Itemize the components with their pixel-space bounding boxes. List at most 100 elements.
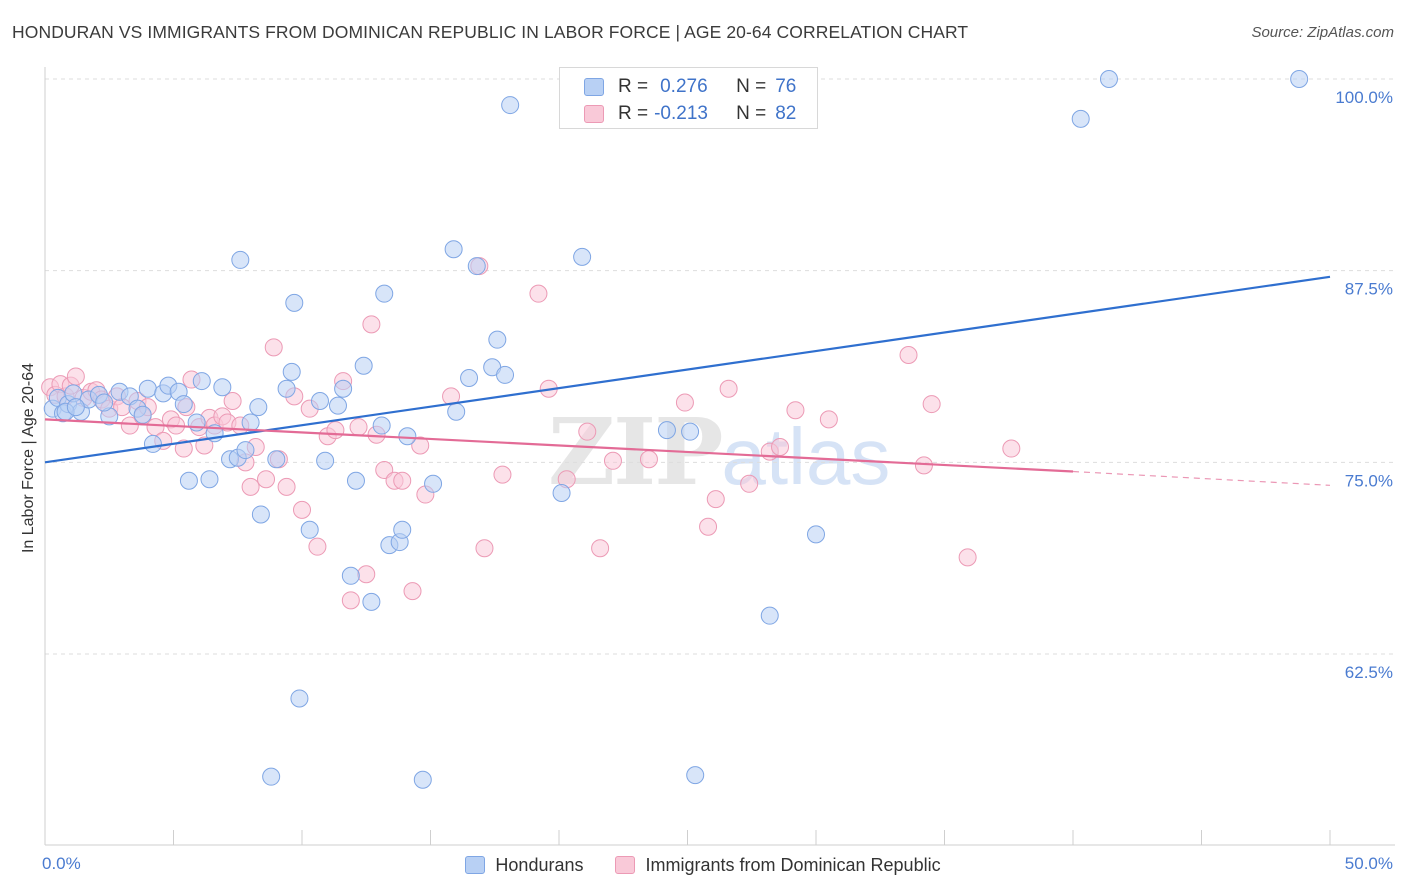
honduran-point-12	[138, 379, 157, 398]
honduran-point-75	[66, 398, 85, 417]
honduran-point-45	[362, 592, 381, 611]
honduran-point-73	[95, 393, 114, 412]
dominican-point-38	[277, 477, 296, 496]
honduran-point-54	[444, 240, 463, 259]
legend-item-dominican: Immigrants from Dominican Republic	[615, 854, 941, 876]
hondurans-legend-label: Hondurans	[495, 854, 584, 875]
honduran-point-71	[1290, 70, 1309, 88]
dominican-point-75	[786, 401, 805, 420]
honduran-point-70	[1099, 70, 1118, 88]
honduran-point-34	[282, 362, 301, 381]
honduran-point-37	[300, 520, 319, 539]
honduran-point-62	[552, 484, 571, 502]
honduran-point-59	[488, 330, 507, 349]
honduran-point-31	[262, 767, 281, 786]
dominican-point-71	[719, 379, 738, 398]
dominican-point-55	[411, 436, 430, 455]
honduran-point-35	[285, 293, 304, 312]
dominican-point-35	[257, 470, 276, 489]
honduran-point-41	[334, 379, 353, 398]
honduran-point-43	[346, 471, 365, 490]
honduran-point-65	[681, 422, 700, 441]
y-tick-label-0: 62.5%	[1345, 663, 1393, 682]
dominican-point-59	[475, 539, 494, 558]
dominican-legend-swatch	[615, 856, 636, 874]
dominican-point-21	[174, 439, 193, 458]
dominican-point-66	[603, 451, 622, 470]
honduran-point-20	[192, 372, 211, 391]
honduran-point-13	[143, 434, 162, 453]
honduran-point-29	[249, 398, 268, 417]
dominican-point-46	[341, 591, 360, 610]
dominican-point-69	[699, 517, 718, 536]
dominican-point-70	[706, 490, 725, 509]
honduran-points	[43, 70, 1309, 789]
honduran-trend-line	[44, 275, 1331, 464]
dominican-point-54	[403, 582, 422, 601]
dominican-point-67	[639, 450, 658, 469]
dominican-trend-line	[44, 418, 1074, 473]
honduran-point-69	[1071, 109, 1090, 128]
honduran-point-57	[467, 257, 486, 276]
dominican-point-65	[591, 539, 610, 558]
watermark: ZIPatlas	[548, 398, 890, 506]
honduran-point-26	[231, 250, 250, 269]
honduran-point-40	[328, 396, 347, 415]
r-label: R =	[618, 103, 649, 124]
dominican-point-42	[308, 537, 327, 556]
dominican-point-13	[120, 416, 139, 435]
y-tick-label-3: 100.0%	[1335, 88, 1393, 107]
honduran-point-17	[174, 395, 193, 414]
dominican-point-5	[66, 367, 85, 386]
correlation-legend: R = 0.276 N = 76 R = -0.213 N = 82	[559, 67, 818, 129]
dominican-point-80	[958, 548, 977, 567]
dominican-point-79	[922, 395, 941, 414]
grid-lines	[45, 78, 1395, 655]
tick-labels: 62.5% 75.0% 87.5% 100.0% 0.0% 50.0%	[42, 88, 1393, 873]
y-tick-label-2: 87.5%	[1345, 280, 1393, 299]
honduran-point-27	[236, 441, 255, 460]
axes	[44, 67, 1395, 846]
honduran-point-50	[393, 520, 412, 539]
honduran-point-36	[290, 689, 309, 708]
dominican-point-81	[1002, 439, 1021, 458]
honduran-point-53	[424, 474, 443, 493]
honduran-point-18	[179, 471, 198, 490]
dominican-point-36	[264, 338, 283, 357]
honduran-point-55	[447, 402, 466, 421]
honduran-point-51	[398, 427, 417, 446]
honduran-point-33	[277, 379, 296, 398]
honduran-point-32	[267, 450, 286, 469]
dominican-point-47	[349, 418, 368, 437]
honduran-point-66	[686, 766, 705, 785]
dominican-point-61	[529, 284, 548, 303]
trend-lines	[44, 275, 1331, 486]
r-value: 0.276	[660, 76, 708, 97]
honduran-point-38	[310, 392, 329, 410]
dominican-point-33	[241, 477, 260, 496]
dominican-point-77	[899, 346, 918, 364]
n-label: N =	[736, 103, 767, 124]
honduran-point-67	[760, 606, 779, 625]
dominican-legend-label: Immigrants from Dominican Republic	[645, 854, 941, 875]
honduran-point-46	[372, 416, 391, 435]
legend-row-hondurans: R = 0.276 N = 76	[584, 75, 796, 99]
dominican-point-25	[195, 436, 214, 455]
honduran-point-60	[496, 365, 515, 384]
honduran-point-52	[413, 770, 432, 789]
dominican-point-76	[819, 410, 838, 429]
hondurans-swatch	[584, 78, 604, 96]
dominican-point-74	[771, 438, 790, 456]
y-tick-label-1: 75.0%	[1345, 471, 1393, 490]
dominican-point-48	[357, 565, 376, 584]
dominican-point-72	[740, 474, 759, 493]
source-credit: Source: ZipAtlas.com	[1251, 24, 1394, 41]
dominican-point-30	[223, 392, 242, 410]
honduran-point-68	[807, 525, 825, 544]
dominican-point-64	[578, 422, 597, 441]
dominican-point-60	[493, 465, 512, 484]
r-label: R =	[618, 76, 649, 97]
dominican-point-53	[393, 471, 412, 490]
dominican-point-40	[293, 500, 311, 519]
